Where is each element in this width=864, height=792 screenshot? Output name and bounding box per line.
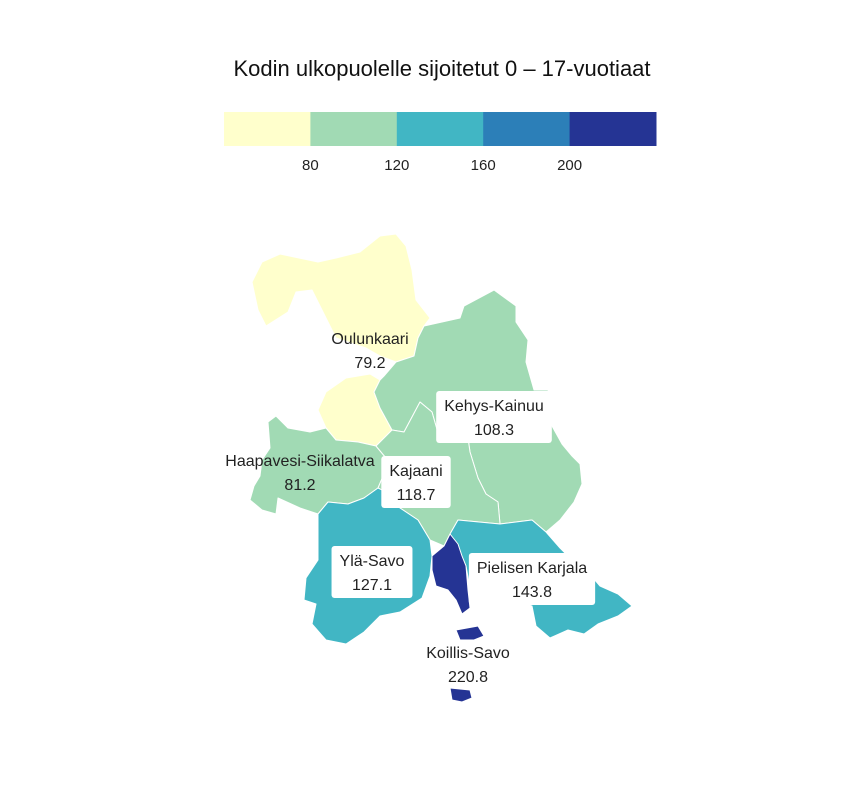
region-name-label: Pielisen Karjala xyxy=(477,560,587,577)
region-name-label: Haapavesi-Siikalatva xyxy=(225,453,375,470)
legend-break-label: 80 xyxy=(302,157,319,174)
region-label-pielisen-karjala: Pielisen Karjala 143.8 xyxy=(468,553,596,605)
region-name-label: Kehys-Kainuu xyxy=(444,398,544,415)
legend-swatch xyxy=(569,112,657,146)
region-label-koillis-savo: Koillis-Savo 220.8 xyxy=(426,645,510,686)
region-value-label: 127.1 xyxy=(352,577,392,594)
region-value-label: 143.8 xyxy=(512,584,552,601)
region-value-label: 81.2 xyxy=(284,477,315,494)
legend-break-label: 200 xyxy=(557,157,582,174)
region-value-label: 220.8 xyxy=(448,669,488,686)
region-koillis-savo[interactable] xyxy=(449,687,473,703)
region-label-box xyxy=(331,546,413,598)
region-label-box xyxy=(436,391,552,443)
region-label-kehys-kainuu: Kehys-Kainuu 108.3 xyxy=(436,391,552,443)
legend-swatch xyxy=(310,112,398,146)
region-label-kajaani: Kajaani 118.7 xyxy=(381,456,451,508)
legend-break-label: 120 xyxy=(384,157,409,174)
color-legend: 80 120 160 200 xyxy=(224,112,657,174)
region-label-haapavesi-siikalatva: Haapavesi-Siikalatva 81.2 xyxy=(225,453,375,494)
legend-swatch xyxy=(483,112,571,146)
region-value-label: 118.7 xyxy=(397,487,436,504)
region-label-box xyxy=(381,456,451,508)
region-koillis-savo[interactable] xyxy=(431,533,471,615)
region-name-label: Oulunkaari xyxy=(331,331,408,348)
region-value-label: 79.2 xyxy=(354,355,385,372)
region-name-label: Koillis-Savo xyxy=(426,645,510,662)
region-koillis-savo[interactable] xyxy=(455,625,485,641)
region-label-oulunkaari: Oulunkaari 79.2 xyxy=(331,331,408,372)
legend-break-label: 160 xyxy=(471,157,496,174)
legend-swatch xyxy=(396,112,484,146)
region-value-label: 108.3 xyxy=(474,422,514,439)
region-name-label: Ylä-Savo xyxy=(340,553,405,570)
region-label-yla-savo: Ylä-Savo 127.1 xyxy=(331,546,413,598)
map-title: Kodin ulkopuolelle sijoitetut 0 – 17-vuo… xyxy=(233,56,651,81)
region-label-box xyxy=(468,553,596,605)
legend-swatch xyxy=(224,112,311,146)
region-name-label: Kajaani xyxy=(389,463,442,480)
